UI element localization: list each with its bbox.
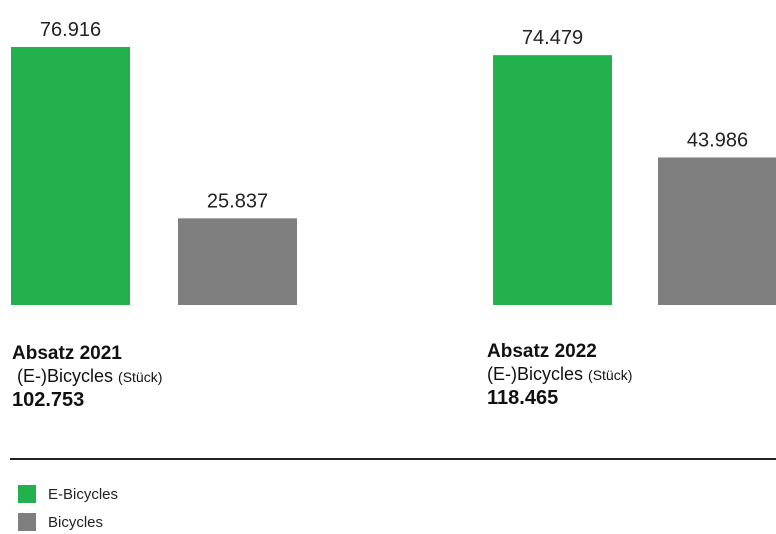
legend-item-e-bicycles: E-Bicycles — [18, 485, 118, 503]
data-label-bicycles-1: 43.986 — [687, 129, 748, 151]
group-title: Absatz 2022 — [487, 341, 597, 362]
legend-swatch-bicycles — [18, 513, 36, 531]
legend-label: Bicycles — [48, 513, 104, 531]
group-total: 102.753 — [12, 389, 85, 411]
bar-chart: 76.916 25.837 74.479 43.986 — [11, 19, 776, 305]
group-title: Absatz 2021 — [12, 343, 122, 364]
bar-bicycles-0 — [178, 218, 297, 305]
legend-label: E-Bicycles — [48, 485, 119, 503]
data-label-bicycles-0: 25.837 — [207, 190, 268, 212]
divider — [10, 458, 776, 460]
legend-swatch-e-bicycles — [18, 485, 36, 503]
group-summary-2021: Absatz 2021 (E-)Bicycles (Stück) 102.753 — [12, 343, 162, 412]
group-subtitle: (E-)Bicycles — [487, 364, 584, 384]
bar-bicycles-1 — [658, 157, 776, 305]
group-subtitle: (E-)Bicycles — [17, 366, 114, 386]
bar-e-bicycles-0 — [11, 47, 130, 305]
group-total: 118.465 — [487, 387, 559, 409]
bar-e-bicycles-1 — [493, 55, 612, 305]
data-label-e-bicycles-0: 76.916 — [40, 19, 101, 41]
data-label-e-bicycles-1: 74.479 — [522, 27, 583, 49]
group-unit: (Stück) — [118, 369, 163, 385]
group-summary-2022: Absatz 2022 (E-)Bicycles (Stück) 118.465 — [487, 341, 632, 410]
group-unit: (Stück) — [588, 367, 633, 383]
legend-item-bicycles: Bicycles — [18, 513, 103, 531]
